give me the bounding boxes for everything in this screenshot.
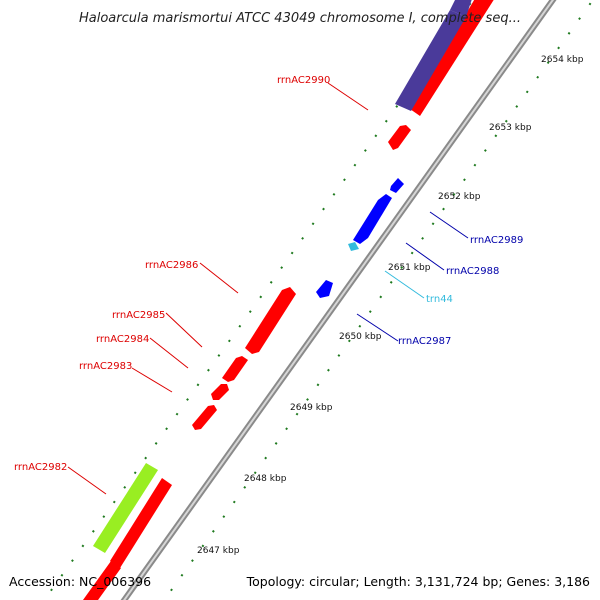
scale-tick-label: 2654 kbp: [541, 55, 584, 65]
feature-label-trn44[interactable]: trn44: [426, 294, 453, 305]
reverse-cds-blocks[interactable]: [316, 178, 404, 298]
scale-tick-label: 2653 kbp: [489, 123, 532, 133]
feature-label-rrnAC2984[interactable]: rrnAC2984: [96, 334, 149, 345]
feature-label-rrnAC2990[interactable]: rrnAC2990: [277, 75, 330, 86]
accession-text: Accession: NC_006396: [9, 574, 151, 589]
scale-tick-label: 2650 kbp: [339, 332, 382, 342]
feature-label-rrnAC2988[interactable]: rrnAC2988: [446, 266, 499, 277]
feature-label-rrnAC2982[interactable]: rrnAC2982: [14, 462, 67, 473]
scale-tick-label: 2652 kbp: [438, 192, 481, 202]
feature-label-rrnAC2983[interactable]: rrnAC2983: [79, 361, 132, 372]
dot-track-outer-right: [163, 0, 595, 600]
rrna-bar[interactable]: [93, 463, 158, 553]
sequence-backbone: [120, 0, 557, 600]
scale-tick-label: 2648 kbp: [244, 474, 287, 484]
scale-tick-label: 2649 kbp: [290, 403, 333, 413]
topology-text: Topology: circular; Length: 3,131,724 bp…: [246, 574, 590, 589]
feature-label-rrnAC2989[interactable]: rrnAC2989: [470, 235, 523, 246]
feature-label-rrnAC2985[interactable]: rrnAC2985: [112, 310, 165, 321]
forward-cds-long[interactable]: [83, 0, 500, 600]
leader-lines: [67, 82, 469, 495]
map-title: Haloarcula marismortui ATCC 43049 chromo…: [79, 11, 521, 26]
scale-tick-label: 2651 kbp: [388, 263, 431, 273]
feature-label-rrnAC2986[interactable]: rrnAC2986: [145, 260, 198, 271]
feature-label-rrnAC2987[interactable]: rrnAC2987: [398, 336, 451, 347]
forward-cds-blocks[interactable]: [192, 125, 411, 430]
other-feature-bar[interactable]: [395, 0, 475, 111]
scale-tick-label: 2647 kbp: [197, 546, 240, 556]
